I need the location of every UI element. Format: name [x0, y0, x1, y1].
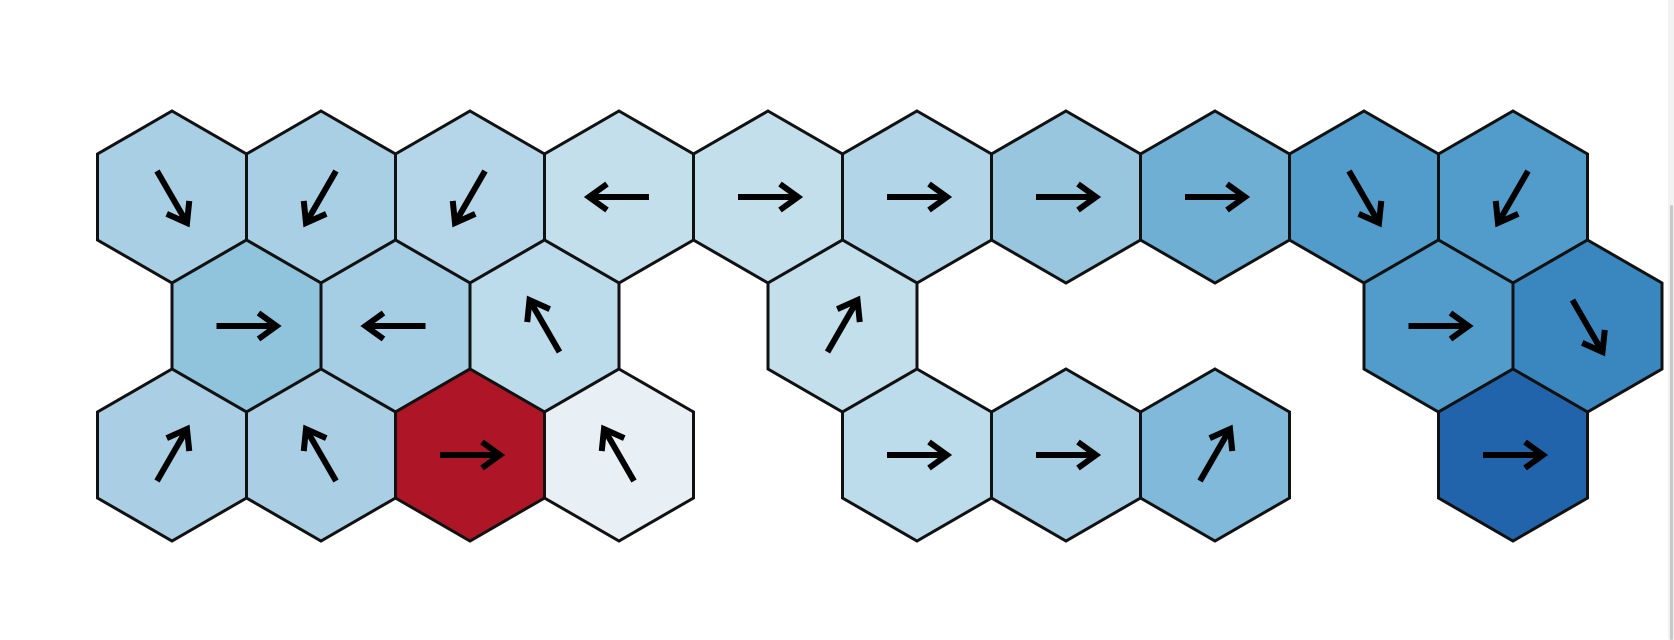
- arrow-down-right-icon: [1346, 169, 1385, 228]
- arrow-up-right-icon: [824, 295, 863, 354]
- arrow-up-left-icon: [598, 424, 637, 483]
- arrow-right-icon: [887, 439, 953, 471]
- arrow-up-right-icon: [154, 424, 193, 483]
- arrow-right-icon: [1483, 439, 1549, 471]
- hex-cell[interactable]: [1139, 109, 1291, 285]
- arrow-up-right-icon: [1197, 424, 1236, 483]
- arrow-right-icon: [216, 310, 282, 342]
- hex-cell[interactable]: [990, 109, 1142, 285]
- arrow-right-icon: [887, 181, 953, 213]
- arrow-left-icon: [583, 181, 649, 213]
- scrollbar-thumb[interactable]: [1670, 205, 1673, 640]
- hex-cell[interactable]: [1437, 109, 1589, 285]
- arrow-right-icon: [738, 181, 804, 213]
- hex-cell[interactable]: [1362, 238, 1515, 414]
- arrow-down-right-icon: [154, 169, 193, 228]
- hex-cell[interactable]: [692, 109, 844, 285]
- arrow-right-icon: [1036, 439, 1102, 471]
- arrow-right-icon: [440, 439, 506, 471]
- hex-cell[interactable]: [766, 238, 919, 414]
- arrow-down-left-icon: [1492, 169, 1531, 228]
- arrow-up-left-icon: [300, 424, 339, 483]
- hex-cell[interactable]: [1437, 367, 1589, 543]
- arrow-up-left-icon: [524, 295, 563, 354]
- arrow-down-left-icon: [300, 169, 339, 228]
- hex-cell[interactable]: [990, 367, 1142, 543]
- arrow-right-icon: [1036, 181, 1102, 213]
- hex-cell[interactable]: [1139, 367, 1291, 543]
- arrow-down-left-icon: [449, 169, 488, 228]
- hex-cell[interactable]: [96, 367, 248, 543]
- arrow-right-icon: [1408, 310, 1474, 342]
- arrow-left-icon: [360, 310, 426, 342]
- arrow-down-right-icon: [1569, 298, 1608, 357]
- hex-cell[interactable]: [543, 367, 695, 543]
- arrow-right-icon: [1185, 181, 1251, 213]
